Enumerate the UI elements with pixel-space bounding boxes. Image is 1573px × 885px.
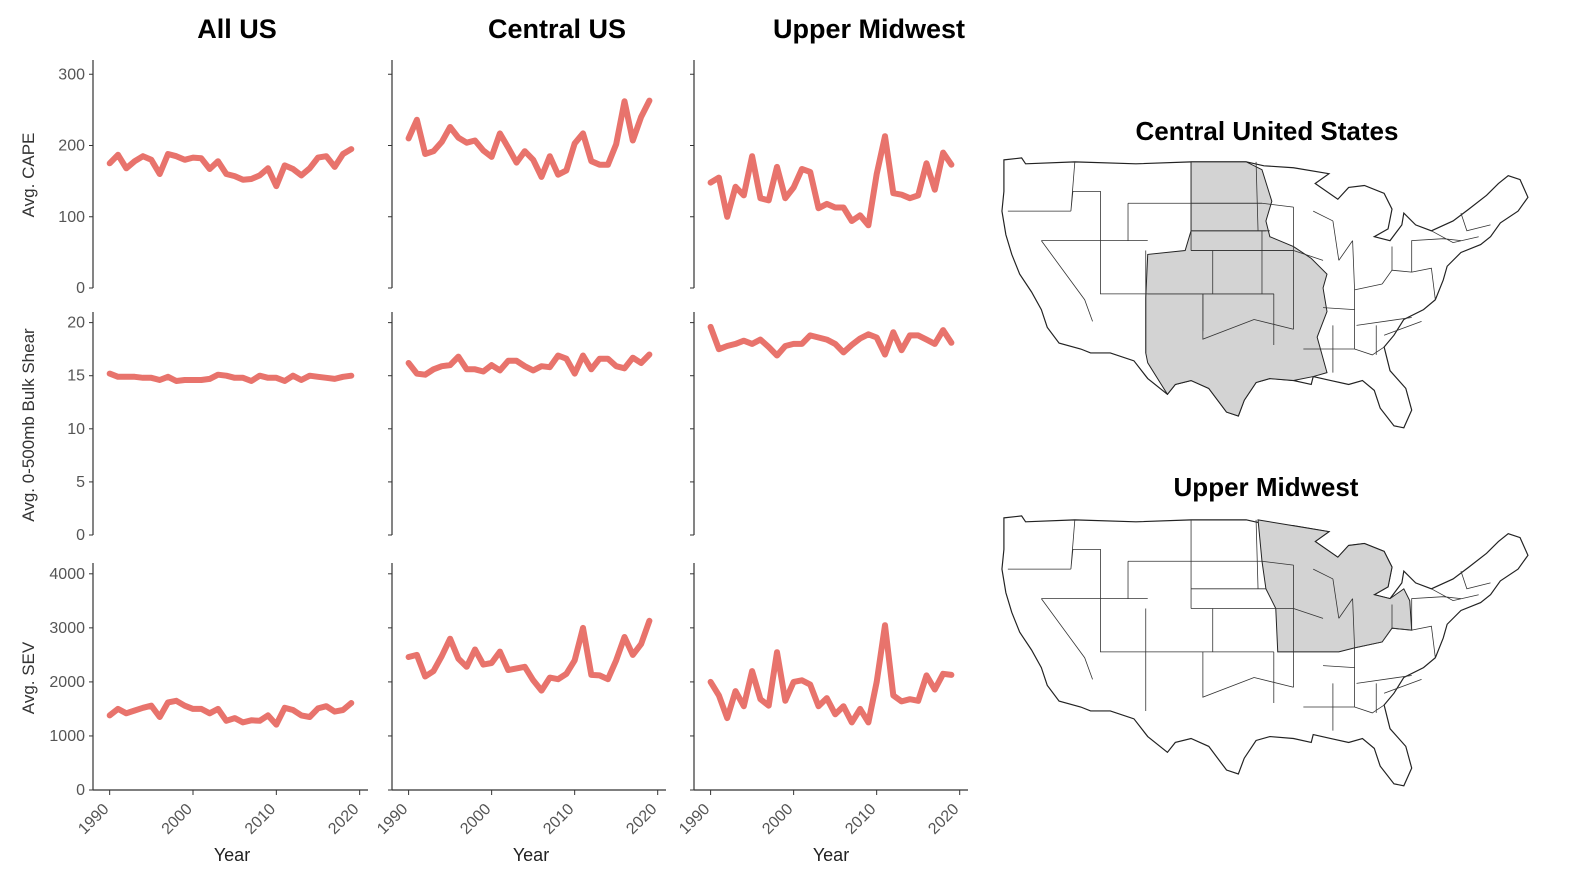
series-line <box>106 370 355 384</box>
series-line <box>405 351 653 378</box>
x-tick-label: 2000 <box>759 801 796 838</box>
x-tick-label: 2020 <box>325 801 362 838</box>
map-title-central: Central United States <box>1136 116 1399 146</box>
series-line <box>405 97 653 180</box>
x-tick-label: 1990 <box>374 801 411 838</box>
ylabel-sev: Avg. SEV <box>19 641 38 714</box>
xlabel-central-us: Year <box>513 845 549 865</box>
series-line <box>405 617 653 694</box>
y-tick-label: 300 <box>58 66 85 83</box>
x-tick-label: 2010 <box>242 801 279 838</box>
col-title-all-us: All US <box>197 14 277 44</box>
series-line <box>106 146 355 190</box>
y-tick-label: 4000 <box>49 566 85 583</box>
y-tick-label: 10 <box>67 421 85 438</box>
y-tick-label: 2000 <box>49 674 85 691</box>
x-tick-label: 2010 <box>540 801 577 838</box>
y-tick-label: 20 <box>67 315 85 332</box>
map-central-united-states <box>1001 157 1529 429</box>
x-tick-label: 1990 <box>75 801 112 838</box>
y-tick-label: 0 <box>76 280 85 297</box>
y-tick-label: 0 <box>76 527 85 544</box>
x-tick-label: 2000 <box>159 801 196 838</box>
xlabel-all-us: Year <box>214 845 250 865</box>
ylabel-cape: Avg. CAPE <box>19 133 38 218</box>
map-upper-midwest <box>1001 515 1529 787</box>
y-tick-label: 3000 <box>49 620 85 637</box>
y-tick-label: 100 <box>58 209 85 226</box>
y-tick-label: 0 <box>76 782 85 799</box>
x-tick-label: 2020 <box>623 801 660 838</box>
series-line <box>707 323 955 359</box>
series-line <box>707 622 955 726</box>
x-tick-label: 2000 <box>457 801 494 838</box>
y-tick-label: 200 <box>58 138 85 155</box>
ylabel-bulk-shear: Avg. 0-500mb Bulk Shear <box>19 328 38 522</box>
y-tick-label: 1000 <box>49 728 85 745</box>
x-tick-label: 1990 <box>676 801 713 838</box>
x-tick-label: 2010 <box>842 801 879 838</box>
col-title-central-us: Central US <box>488 14 626 44</box>
upper-midwest-region-shading <box>1257 519 1413 653</box>
series-line <box>106 697 355 728</box>
y-tick-label: 15 <box>67 368 85 385</box>
map-title-upper-midwest: Upper Midwest <box>1174 472 1359 502</box>
central-state-borders <box>1147 202 1294 332</box>
series-line <box>707 133 955 229</box>
col-title-upper-midwest: Upper Midwest <box>773 14 965 44</box>
state-borders <box>1007 519 1491 731</box>
y-tick-label: 5 <box>76 474 85 491</box>
x-tick-label: 2020 <box>925 801 962 838</box>
xlabel-upper-midwest: Year <box>813 845 849 865</box>
